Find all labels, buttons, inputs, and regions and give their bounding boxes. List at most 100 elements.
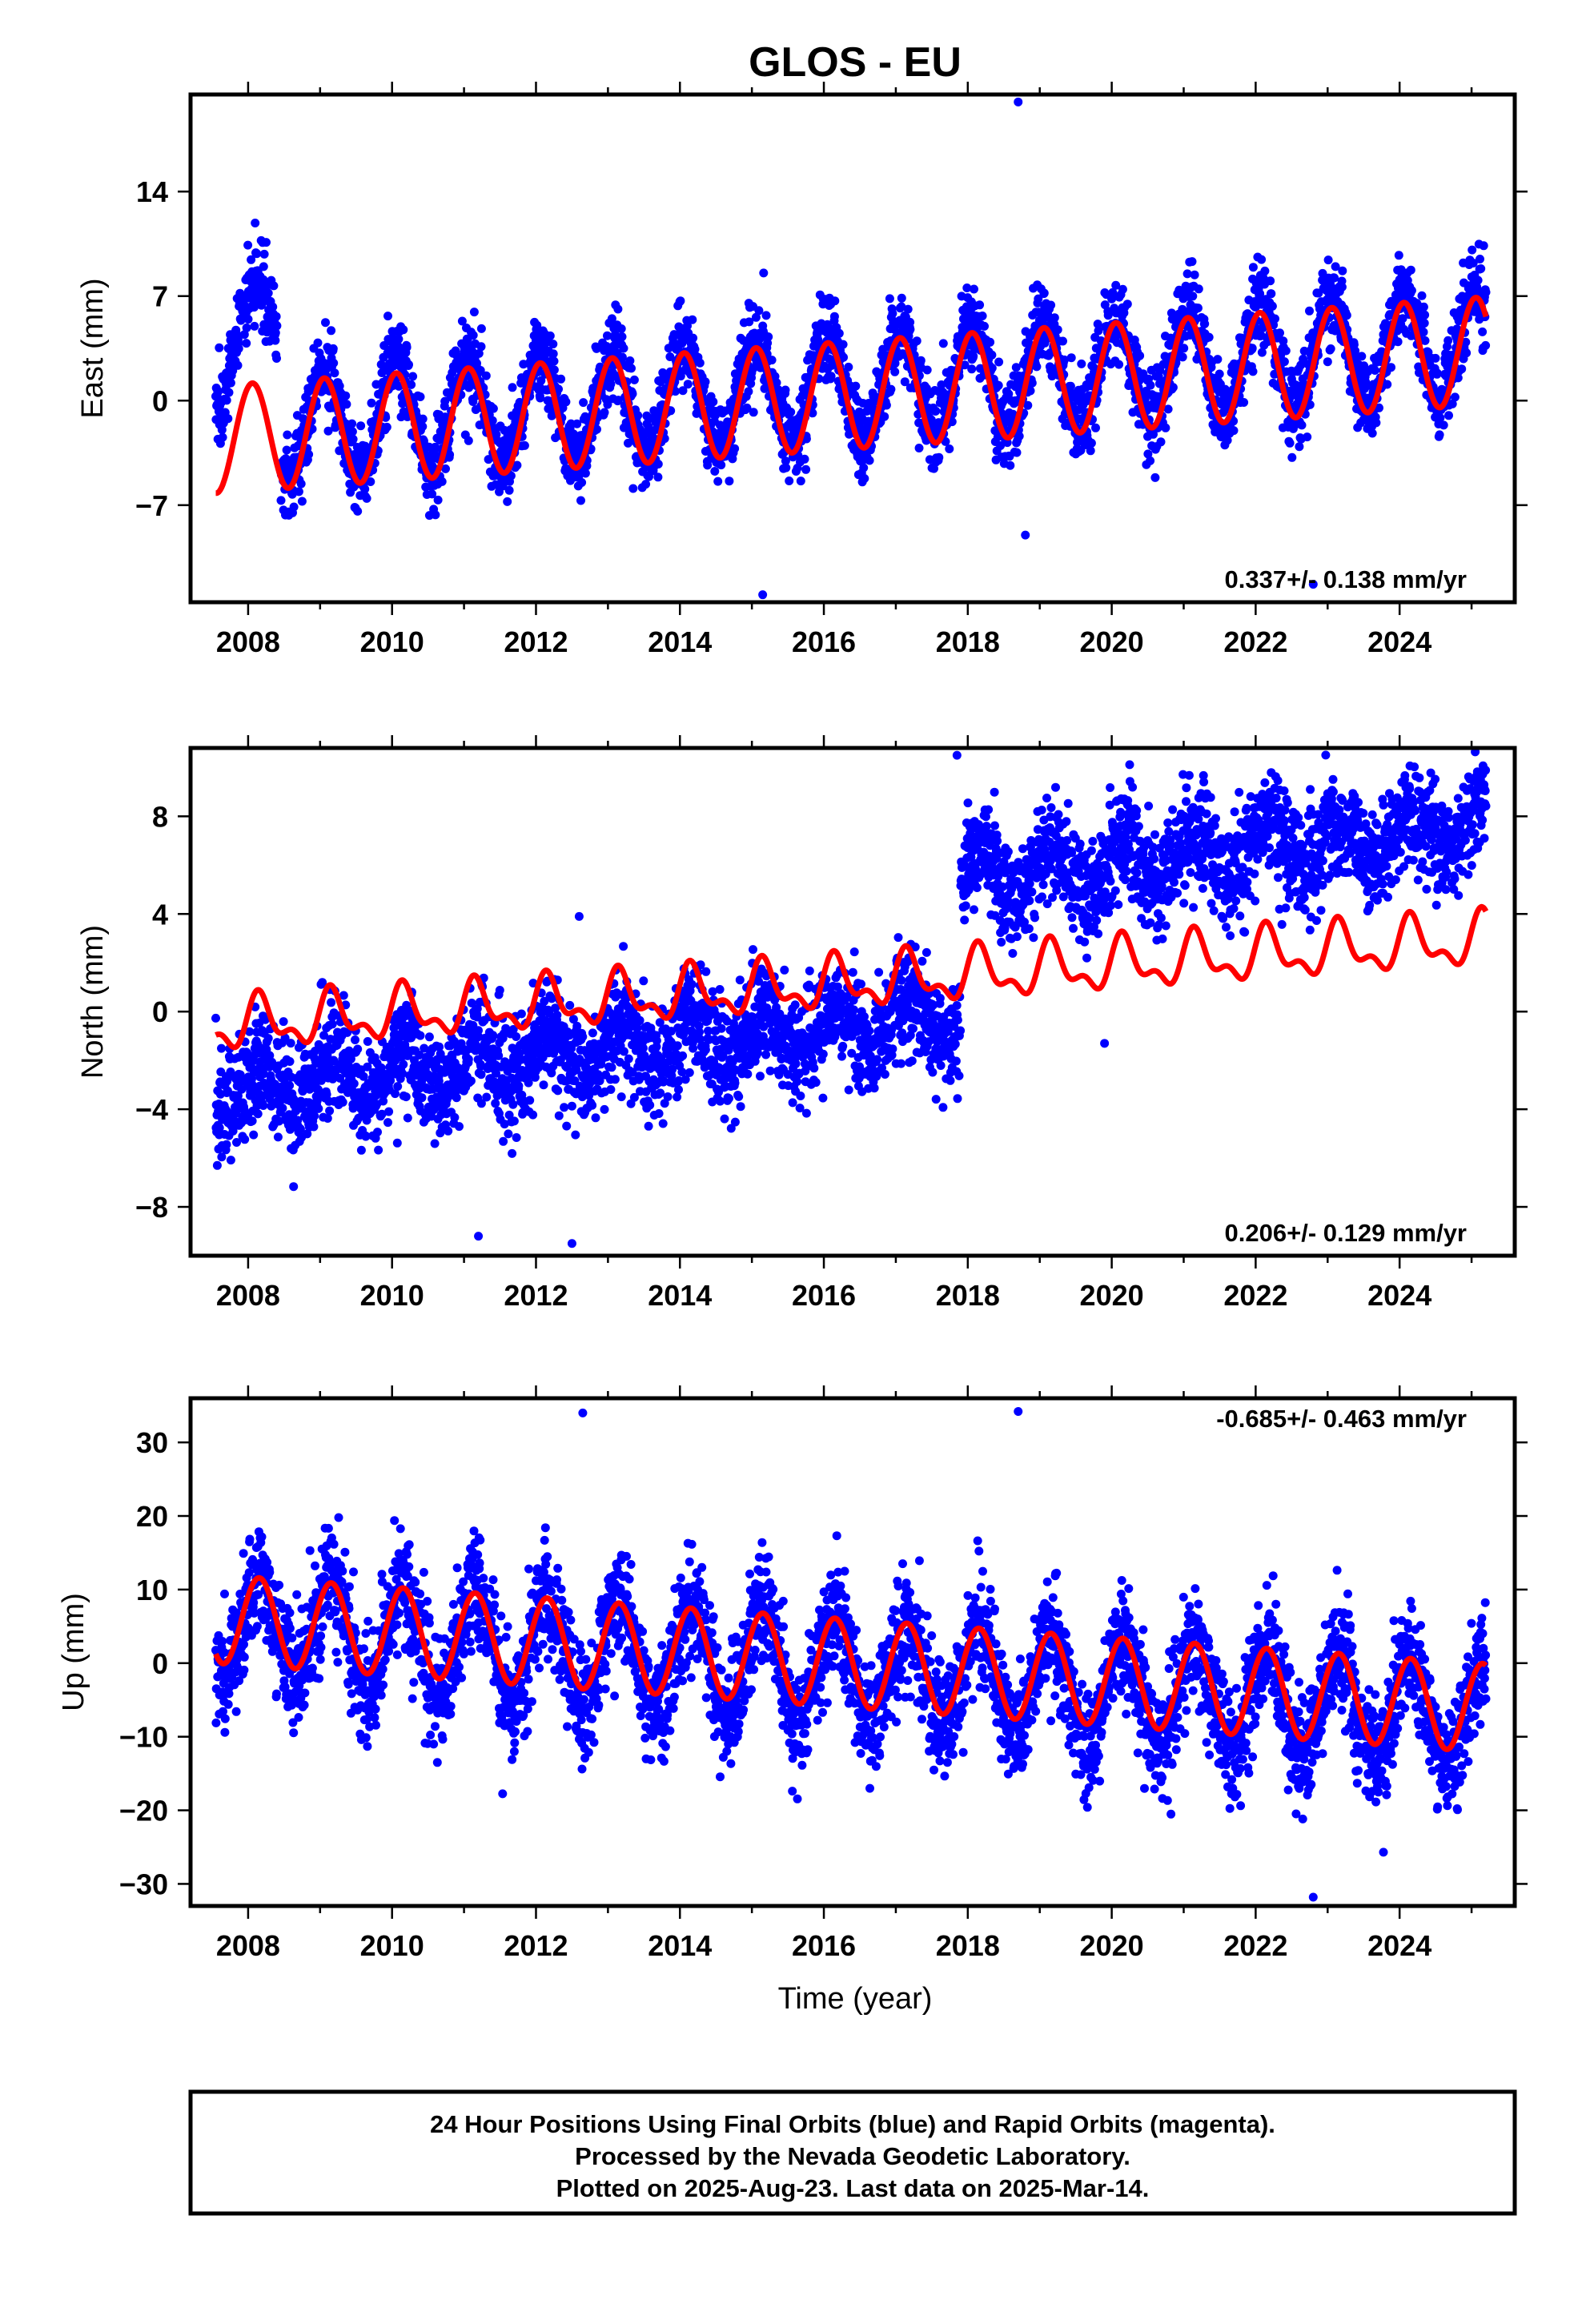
data-point — [606, 380, 616, 389]
data-point — [975, 300, 985, 310]
data-point — [272, 321, 282, 331]
data-point — [1023, 400, 1033, 410]
data-point — [476, 324, 486, 333]
data-point — [1407, 286, 1416, 296]
data-point — [796, 476, 805, 486]
data-point — [1012, 448, 1022, 457]
data-point — [407, 380, 416, 389]
data-point — [391, 1089, 400, 1099]
data-point — [1326, 344, 1335, 353]
data-point — [262, 238, 271, 247]
data-point — [440, 396, 450, 406]
data-point — [549, 365, 559, 375]
data-point — [826, 372, 836, 381]
data-point — [881, 400, 891, 410]
data-point — [1204, 332, 1214, 342]
data-point — [629, 375, 639, 384]
data-point — [592, 424, 601, 434]
data-point — [1229, 426, 1239, 436]
data-point — [628, 484, 638, 493]
east-rate-label: 0.337+/- 0.138 mm/yr — [1225, 565, 1467, 593]
data-point — [226, 378, 235, 388]
data-point — [930, 464, 938, 473]
data-point — [745, 317, 754, 327]
x-tick-label: 2016 — [792, 625, 856, 658]
data-point — [245, 1027, 255, 1036]
data-point — [520, 440, 529, 450]
data-point — [580, 468, 590, 478]
data-point — [1375, 403, 1383, 412]
data-point — [1108, 287, 1118, 297]
data-point — [653, 472, 663, 482]
data-point — [339, 991, 348, 1000]
data-point — [263, 288, 273, 298]
data-point — [1457, 364, 1467, 374]
data-point — [239, 330, 249, 340]
data-point — [1478, 327, 1488, 336]
data-point — [967, 364, 977, 374]
data-point — [353, 1044, 363, 1054]
data-point — [1370, 366, 1379, 375]
data-point — [725, 476, 734, 486]
data-point — [561, 397, 571, 407]
east-panel: 2008 2010 2012 2014 2016 2018 2020 2022 2024−707… — [76, 82, 1528, 658]
x-tick-label: 2010 — [360, 625, 424, 658]
data-point — [1443, 336, 1453, 345]
data-point — [328, 344, 338, 353]
data-point — [994, 357, 1004, 367]
data-point — [215, 343, 224, 352]
data-point — [330, 368, 339, 378]
data-point — [417, 1093, 427, 1103]
data-point — [285, 1057, 295, 1066]
data-point — [431, 510, 440, 520]
data-point — [785, 476, 794, 485]
data-point — [969, 352, 978, 361]
data-point — [713, 476, 723, 486]
data-point — [710, 467, 720, 476]
data-point — [379, 341, 389, 350]
data-point — [366, 477, 375, 486]
data-point — [1215, 369, 1224, 379]
data-point — [1091, 423, 1100, 432]
data-point — [1178, 352, 1187, 362]
data-point — [900, 377, 909, 387]
data-point — [980, 321, 989, 331]
east-fit-line — [213, 295, 1489, 497]
data-point — [838, 340, 848, 349]
data-point — [427, 1112, 436, 1121]
data-point — [1066, 353, 1076, 363]
outlier-point — [758, 590, 768, 600]
data-point — [1122, 300, 1132, 309]
data-point — [554, 384, 563, 394]
data-point — [276, 496, 286, 505]
data-point — [994, 380, 1003, 390]
data-point — [556, 374, 566, 384]
data-point — [356, 1145, 366, 1155]
data-point — [641, 480, 651, 489]
data-point — [403, 1113, 412, 1123]
data-point — [222, 1140, 231, 1149]
data-point — [389, 1023, 399, 1032]
data-point — [947, 417, 957, 427]
north-panel: 2008 2010 2012 2014 2016 2018 2020 2022 2024−8−4… — [76, 735, 1528, 1312]
y-tick-label: 14 — [136, 175, 168, 208]
data-point — [1194, 304, 1203, 313]
data-point — [233, 360, 243, 370]
data-point — [214, 387, 223, 396]
data-point — [1039, 288, 1049, 298]
east-points — [211, 97, 1491, 600]
data-point — [1111, 280, 1121, 290]
data-point — [289, 502, 299, 512]
data-point — [323, 1114, 332, 1123]
data-point — [619, 344, 628, 353]
data-point — [1435, 413, 1445, 423]
data-point — [1435, 430, 1444, 440]
data-point — [367, 398, 376, 408]
data-point — [1393, 337, 1403, 347]
data-point — [888, 308, 897, 318]
data-point — [767, 356, 777, 365]
data-point — [325, 1106, 335, 1116]
data-point — [800, 454, 809, 464]
data-point — [268, 302, 278, 312]
data-point — [457, 316, 467, 326]
